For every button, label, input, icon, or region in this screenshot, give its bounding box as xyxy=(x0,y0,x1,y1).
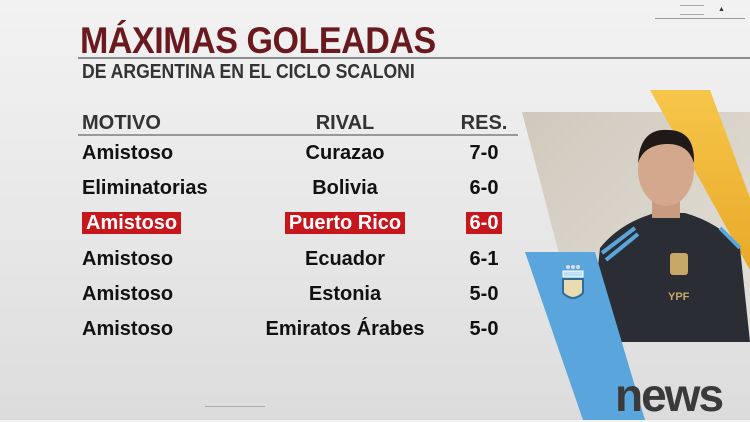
divider xyxy=(78,134,518,136)
table-row-motivo-cell: Eliminatorias xyxy=(82,175,208,201)
divider xyxy=(78,57,750,59)
table-row-res-cell: 5-0 xyxy=(455,281,513,307)
motivo-value: Amistoso xyxy=(82,318,174,340)
motivo-value: Amistoso xyxy=(82,212,182,235)
up-arrow-icon: ▲ xyxy=(718,6,725,13)
svg-text:YPF: YPF xyxy=(668,291,690,303)
table-row-motivo-cell: Amistoso xyxy=(82,140,173,166)
rival-value: Bolivia xyxy=(312,177,378,200)
table-row-motivo-cell: Amistoso xyxy=(82,246,173,272)
table-row-res-cell: 5-0 xyxy=(455,316,513,342)
rival-value: Estonia xyxy=(308,282,382,305)
table-row-res-cell: 6-0 xyxy=(455,175,513,201)
res-value: 5-0 xyxy=(469,282,499,305)
subtitle: DE ARGENTINA EN EL CICLO SCALONI xyxy=(82,61,415,83)
motivo-value: Eliminatorias xyxy=(82,177,208,200)
table-row-motivo-cell: Amistoso xyxy=(82,210,182,236)
page-title: MÁXIMAS GOLEADAS xyxy=(80,20,436,61)
res-value: 5-0 xyxy=(469,318,499,340)
table-row-res-cell: 6-1 xyxy=(455,246,513,272)
table-row-res-cell: 6-0 xyxy=(455,210,513,236)
table-row-rival-cell: Puerto Rico xyxy=(230,210,460,236)
divider xyxy=(205,406,265,407)
table-row-rival-cell: Ecuador xyxy=(230,246,460,272)
table-row-rival-cell: Curazao xyxy=(230,140,460,166)
table-row-rival-cell: Emiratos Árabes xyxy=(230,316,460,342)
header-rival: RIVAL xyxy=(315,112,375,134)
rival-value: Curazao xyxy=(305,142,385,164)
header-motivo: MOTIVO xyxy=(82,112,161,134)
afa-crest-icon xyxy=(562,265,584,299)
news-logo: news xyxy=(615,369,724,421)
table-row-rival-cell: Estonia xyxy=(230,281,460,307)
table-row-res-cell: 7-0 xyxy=(455,140,513,166)
divider xyxy=(655,18,745,19)
table-row-motivo-cell: Amistoso xyxy=(82,281,173,307)
motivo-value: Amistoso xyxy=(82,247,174,270)
res-value: 6-1 xyxy=(469,247,499,270)
rival-value: Emiratos Árabes xyxy=(265,318,425,340)
motivo-value: Amistoso xyxy=(82,142,174,164)
coach-photo: YPF xyxy=(590,129,750,342)
table-row-rival-cell: Bolivia xyxy=(230,175,460,201)
rival-value: Ecuador xyxy=(304,247,386,270)
res-value: 6-0 xyxy=(469,177,499,200)
menu-icon xyxy=(680,5,704,15)
table-row-motivo-cell: Amistoso xyxy=(82,316,173,342)
res-value: 7-0 xyxy=(469,142,499,164)
rival-value: Puerto Rico xyxy=(284,212,406,235)
header-res: RES. xyxy=(460,112,508,134)
motivo-value: Amistoso xyxy=(82,282,174,305)
res-value: 6-0 xyxy=(465,212,503,235)
